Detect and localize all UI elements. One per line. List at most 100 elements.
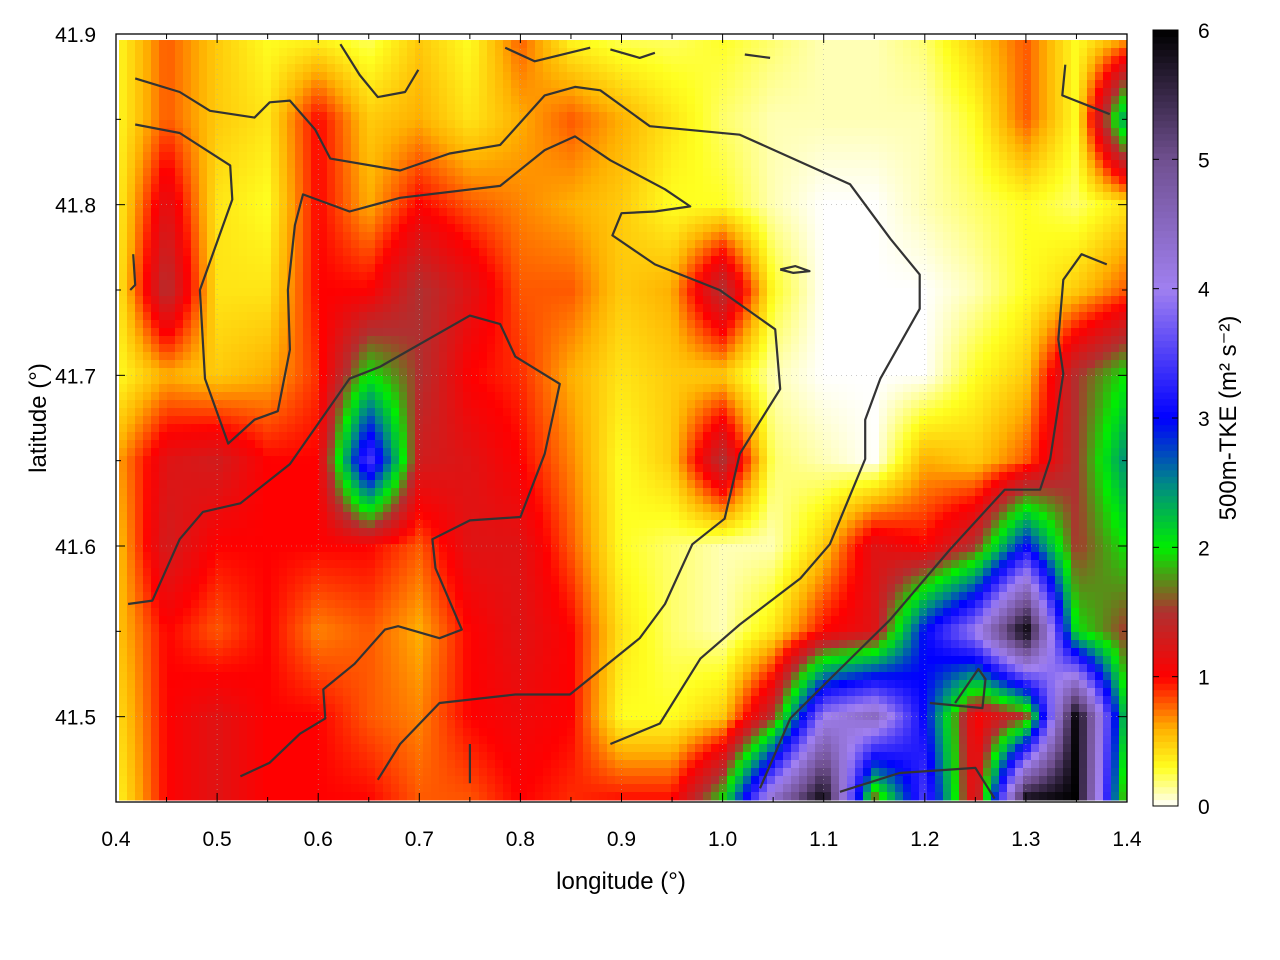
- heatmap-cell: [759, 352, 768, 361]
- heatmap-cell: [1015, 288, 1024, 297]
- heatmap-cell: [711, 160, 720, 169]
- heatmap-cell: [1119, 304, 1128, 313]
- heatmap-cell: [503, 192, 512, 201]
- heatmap-cell: [847, 320, 856, 329]
- heatmap-cell: [183, 80, 192, 89]
- heatmap-cell: [895, 144, 904, 153]
- heatmap-cell: [615, 320, 624, 329]
- heatmap-cell: [679, 48, 688, 57]
- heatmap-cell: [999, 328, 1008, 337]
- heatmap-cell: [815, 64, 824, 73]
- heatmap-cell: [191, 232, 200, 241]
- heatmap-cell: [823, 240, 832, 249]
- heatmap-cell: [439, 312, 448, 321]
- heatmap-cell: [999, 128, 1008, 137]
- heatmap-cell: [575, 88, 584, 97]
- heatmap-cell: [183, 304, 192, 313]
- heatmap-cell: [367, 352, 376, 361]
- heatmap-cell: [631, 296, 640, 305]
- heatmap-cell: [431, 216, 440, 225]
- heatmap-cell: [375, 344, 384, 353]
- heatmap-cell: [559, 256, 568, 265]
- heatmap-cell: [1119, 264, 1128, 273]
- heatmap-cell: [1015, 272, 1024, 281]
- heatmap-cell: [439, 264, 448, 273]
- heatmap-cell: [479, 224, 488, 233]
- heatmap-cell: [583, 352, 592, 361]
- heatmap-cell: [607, 288, 616, 297]
- heatmap-cell: [743, 56, 752, 65]
- heatmap-cell: [623, 56, 632, 65]
- heatmap-cell: [119, 280, 128, 289]
- heatmap-cell: [655, 256, 664, 265]
- heatmap-cell: [159, 136, 168, 145]
- heatmap-cell: [415, 152, 424, 161]
- heatmap-cell: [607, 256, 616, 265]
- heatmap-cell: [431, 168, 440, 177]
- heatmap-cell: [767, 120, 776, 129]
- heatmap-cell: [823, 224, 832, 233]
- heatmap-cell: [607, 328, 616, 337]
- heatmap-cell: [423, 280, 432, 289]
- heatmap-cell: [415, 112, 424, 121]
- heatmap-cell: [815, 304, 824, 313]
- heatmap-cell: [911, 40, 920, 49]
- heatmap-cell: [647, 48, 656, 57]
- heatmap-cell: [303, 328, 312, 337]
- heatmap-cell: [303, 152, 312, 161]
- heatmap-cell: [183, 176, 192, 185]
- heatmap-cell: [1095, 304, 1104, 313]
- heatmap-cell: [599, 256, 608, 265]
- heatmap-cell: [423, 288, 432, 297]
- heatmap-cell: [855, 216, 864, 225]
- heatmap-cell: [679, 176, 688, 185]
- heatmap-cell: [527, 280, 536, 289]
- heatmap-cell: [359, 176, 368, 185]
- heatmap-cell: [351, 48, 360, 57]
- heatmap-cell: [839, 208, 848, 217]
- heatmap-cell: [463, 176, 472, 185]
- heatmap-cell: [567, 256, 576, 265]
- heatmap-cell: [655, 304, 664, 313]
- heatmap-cell: [439, 344, 448, 353]
- heatmap-cell: [143, 72, 152, 81]
- heatmap-cell: [559, 280, 568, 289]
- heatmap-cell: [551, 336, 560, 345]
- heatmap-cell: [223, 240, 232, 249]
- heatmap-cell: [311, 216, 320, 225]
- heatmap-cell: [223, 72, 232, 81]
- heatmap-cell: [839, 112, 848, 121]
- heatmap-cell: [127, 200, 136, 209]
- heatmap-cell: [983, 208, 992, 217]
- heatmap-cell: [791, 272, 800, 281]
- heatmap-cell: [911, 224, 920, 233]
- heatmap-cell: [223, 304, 232, 313]
- heatmap-cell: [879, 304, 888, 313]
- heatmap-cell: [495, 248, 504, 257]
- heatmap-cell: [215, 80, 224, 89]
- heatmap-cell: [159, 232, 168, 241]
- heatmap-cell: [663, 152, 672, 161]
- heatmap-cell: [383, 80, 392, 89]
- heatmap-cell: [495, 112, 504, 121]
- heatmap-cell: [1055, 80, 1064, 89]
- heatmap-cell: [175, 312, 184, 321]
- heatmap-cell: [863, 312, 872, 321]
- heatmap-cell: [735, 200, 744, 209]
- heatmap-cell: [791, 328, 800, 337]
- heatmap-cell: [551, 144, 560, 153]
- heatmap-cell: [983, 216, 992, 225]
- heatmap-cell: [695, 288, 704, 297]
- heatmap-cell: [935, 184, 944, 193]
- heatmap-cell: [951, 128, 960, 137]
- heatmap-cell: [911, 72, 920, 81]
- heatmap-cell: [607, 112, 616, 121]
- heatmap-cell: [1023, 296, 1032, 305]
- heatmap-cell: [1047, 320, 1056, 329]
- heatmap-cell: [927, 280, 936, 289]
- heatmap-cell: [959, 296, 968, 305]
- heatmap-cell: [991, 296, 1000, 305]
- heatmap-cell: [471, 352, 480, 361]
- heatmap-cell: [183, 320, 192, 329]
- heatmap-cell: [503, 48, 512, 57]
